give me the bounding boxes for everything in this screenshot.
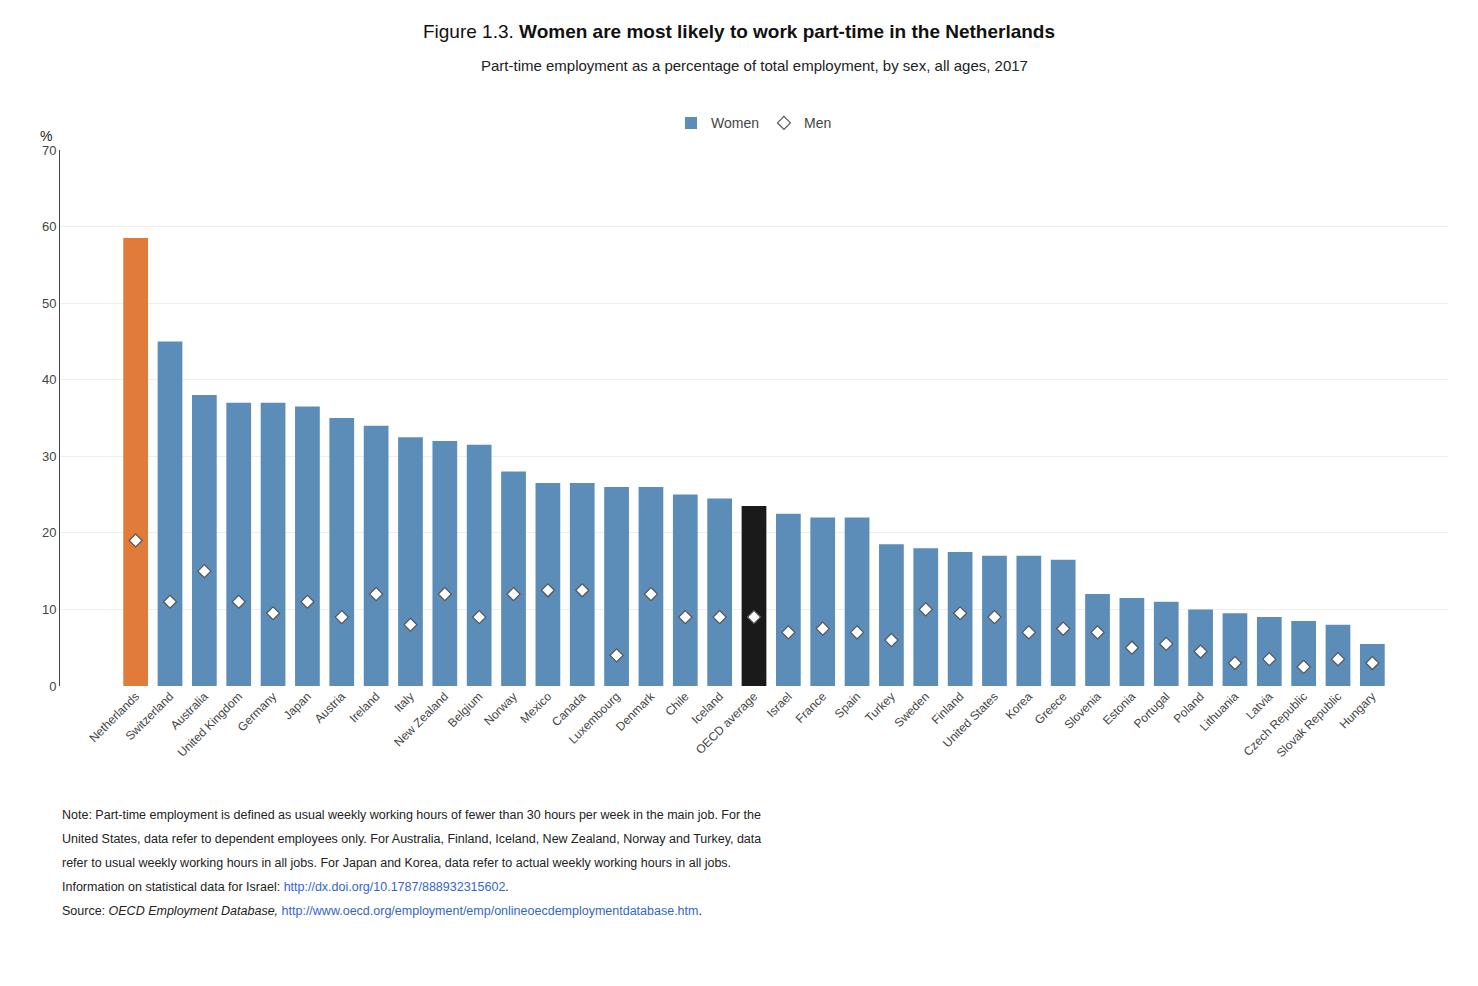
svg-text:Women: Women xyxy=(711,115,759,131)
svg-text:Portugal: Portugal xyxy=(1131,689,1173,731)
svg-text:France: France xyxy=(793,689,830,726)
svg-text:40: 40 xyxy=(42,372,56,387)
svg-text:Hungary: Hungary xyxy=(1337,689,1379,731)
svg-text:Switzerland: Switzerland xyxy=(123,689,177,743)
svg-text:Slovenia: Slovenia xyxy=(1061,689,1104,732)
svg-text:Figure 1.3. Women are most lik: Figure 1.3. Women are most likely to wor… xyxy=(423,21,1055,42)
svg-text:Iceland: Iceland xyxy=(689,689,726,726)
svg-text:Men: Men xyxy=(804,115,831,131)
svg-text:Source: OECD Employment Databa: Source: OECD Employment Database, http:/… xyxy=(62,904,702,918)
svg-text:Netherlands: Netherlands xyxy=(86,689,142,745)
svg-text:Poland: Poland xyxy=(1171,689,1207,725)
svg-text:Czech Republic: Czech Republic xyxy=(1241,689,1310,758)
svg-text:Lithuania: Lithuania xyxy=(1197,689,1242,734)
svg-text:Denmark: Denmark xyxy=(613,689,658,734)
svg-text:10: 10 xyxy=(42,602,56,617)
svg-text:Estonia: Estonia xyxy=(1100,689,1138,727)
svg-text:OECD average: OECD average xyxy=(693,689,761,757)
svg-text:0: 0 xyxy=(49,679,56,694)
svg-text:Ireland: Ireland xyxy=(347,689,383,725)
svg-text:Finland: Finland xyxy=(929,689,967,727)
svg-text:Information on statistical dat: Information on statistical data for Isra… xyxy=(62,880,509,894)
svg-text:refer to usual weekly working: refer to usual weekly working hours in a… xyxy=(62,856,731,870)
svg-text:20: 20 xyxy=(42,525,56,540)
svg-text:Sweden: Sweden xyxy=(892,689,933,730)
svg-text:70: 70 xyxy=(42,143,56,158)
svg-text:Mexico: Mexico xyxy=(517,689,554,726)
svg-text:Germany: Germany xyxy=(235,689,280,734)
svg-text:Chile: Chile xyxy=(662,689,691,718)
svg-text:Spain: Spain xyxy=(832,689,864,721)
svg-text:Greece: Greece xyxy=(1032,689,1070,727)
svg-text:Latvia: Latvia xyxy=(1243,689,1276,722)
svg-text:Austria: Austria xyxy=(312,689,349,726)
svg-text:60: 60 xyxy=(42,219,56,234)
svg-text:50: 50 xyxy=(42,296,56,311)
svg-text:Italy: Italy xyxy=(391,689,416,714)
svg-text:30: 30 xyxy=(42,449,56,464)
svg-text:Norway: Norway xyxy=(481,689,520,728)
svg-text:Canada: Canada xyxy=(549,689,589,729)
svg-text:Israel: Israel xyxy=(764,689,795,720)
svg-text:Australia: Australia xyxy=(168,689,211,732)
svg-text:United States, data refer to d: United States, data refer to dependent e… xyxy=(62,832,761,846)
svg-text:United Kingdom: United Kingdom xyxy=(175,689,245,759)
svg-text:Luxembourg: Luxembourg xyxy=(566,689,623,746)
svg-text:Korea: Korea xyxy=(1003,689,1036,722)
svg-text:Japan: Japan xyxy=(281,689,314,722)
svg-text:Note: Part-time employment is: Note: Part-time employment is defined as… xyxy=(62,808,761,822)
svg-text:Slovak Republic: Slovak Republic xyxy=(1274,689,1345,760)
svg-text:Turkey: Turkey xyxy=(862,689,898,725)
svg-text:Belgium: Belgium xyxy=(445,689,486,730)
svg-text:New Zealand: New Zealand xyxy=(391,689,451,749)
svg-text:United States: United States xyxy=(940,689,1001,750)
svg-text:%: % xyxy=(40,128,52,144)
svg-text:Part-time employment as a perc: Part-time employment as a percentage of … xyxy=(481,57,1028,74)
